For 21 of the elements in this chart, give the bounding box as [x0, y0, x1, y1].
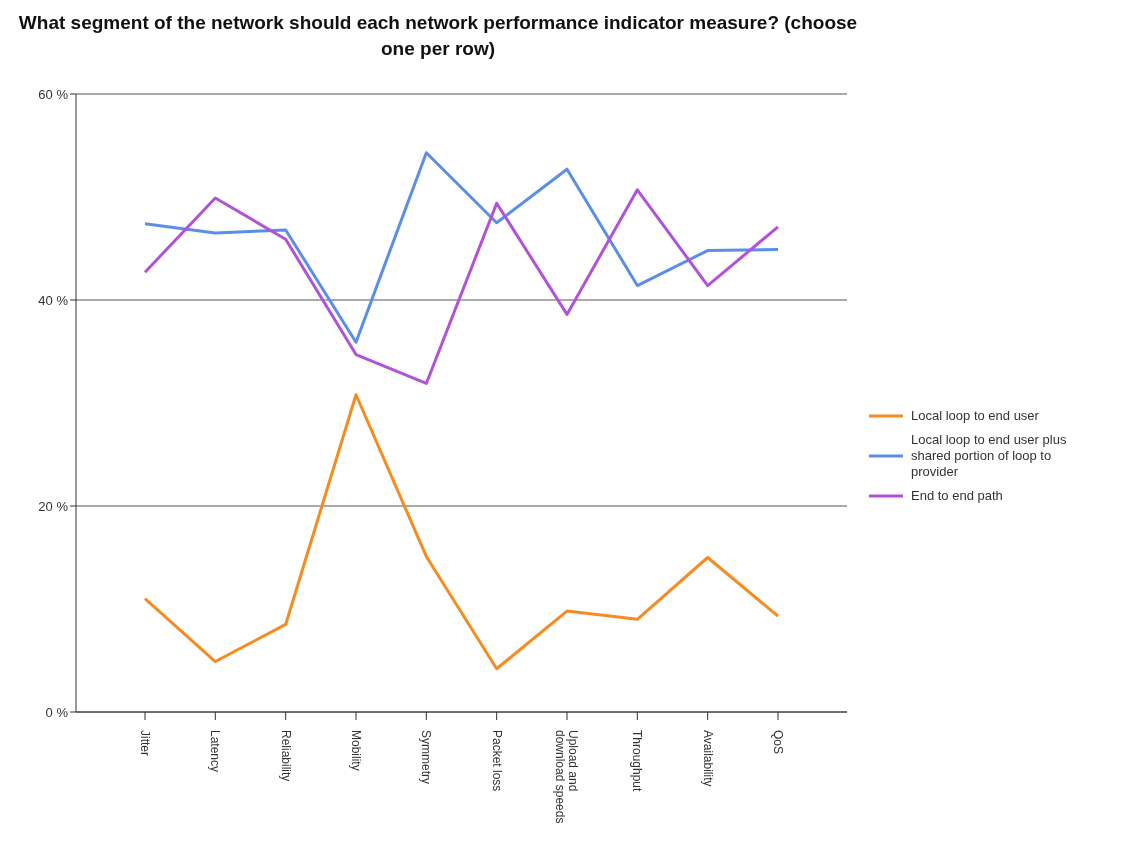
y-tick-label: 40 %	[38, 292, 69, 308]
x-tick-label: QoS	[771, 730, 785, 755]
x-tick-label: Symmetry	[419, 730, 434, 784]
x-tick-label: Reliability	[278, 730, 293, 782]
x-tick-label: Mobility	[349, 730, 363, 771]
x-tick-label: Upload and download speeds	[553, 730, 580, 824]
y-tick-label: 20 %	[38, 498, 69, 514]
line-series	[143, 151, 780, 344]
x-tick-label: Latency	[208, 730, 223, 773]
x-tick-label: Packet loss	[489, 730, 504, 792]
chart-title: What segment of the network should each network performance indicator measure? (choose one per row)	[17, 11, 859, 61]
line-series	[143, 188, 780, 385]
legend-label: Local loop to end user	[911, 407, 1040, 424]
legend-label: Local loop to end user plus shared portion of loop to provider	[911, 431, 1068, 480]
x-tick-label: Throughput	[630, 730, 645, 793]
x-tick-label: Jitter	[138, 730, 152, 757]
legend-label: End to end path	[911, 487, 1004, 504]
x-tick-label: Availability	[700, 730, 715, 787]
line-series	[143, 393, 780, 671]
y-tick-label: 0 %	[45, 704, 69, 720]
y-tick-label: 60 %	[38, 86, 69, 102]
